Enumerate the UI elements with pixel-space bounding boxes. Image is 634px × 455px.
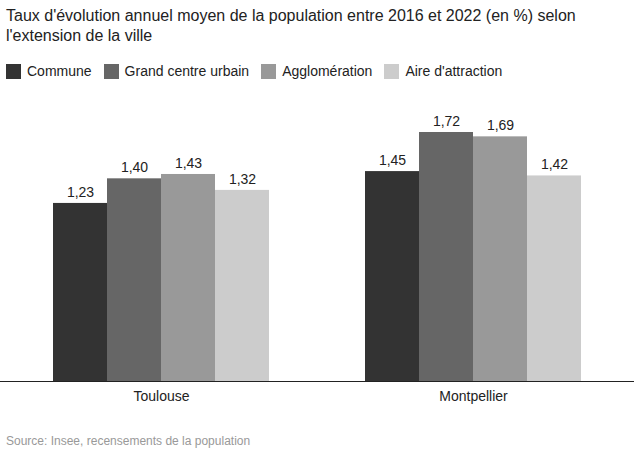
svg-text:1,43: 1,43 [175, 155, 202, 171]
svg-text:1,69: 1,69 [487, 117, 514, 133]
html-text:Aire d'attraction: Aire d'attraction [405, 63, 503, 79]
svg-text:Toulouse: Toulouse [133, 388, 189, 404]
svg-text:1,32: 1,32 [229, 171, 256, 187]
svg-text:1,45: 1,45 [379, 152, 406, 168]
html-text:Commune: Commune [27, 63, 92, 79]
html-text:Grand centre urbain: Grand centre urbain [124, 63, 250, 79]
html-text:Taux d'évolution annuel moyen: Taux d'évolution annuel moyen de la popu… [6, 7, 576, 44]
svg-text:1,23: 1,23 [67, 184, 94, 200]
html-text:Agglomération: Agglomération [282, 63, 373, 79]
svg-text:Montpellier: Montpellier [439, 388, 508, 404]
html-text:Source: Insee, recensements de: Source: Insee, recensements de la popula… [6, 434, 251, 448]
svg-text:1,40: 1,40 [121, 159, 148, 175]
svg-text:1,42: 1,42 [541, 156, 568, 172]
svg-text:1,72: 1,72 [433, 113, 460, 129]
